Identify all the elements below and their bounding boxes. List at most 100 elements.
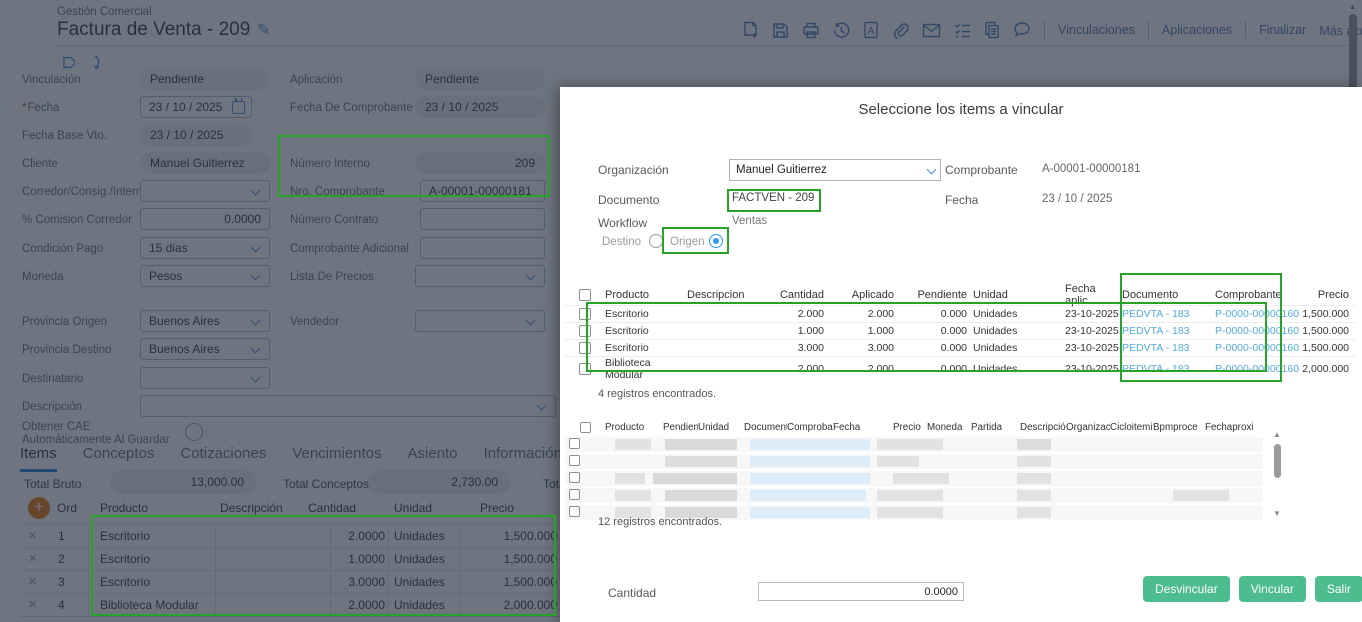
select-all-checkbox[interactable] [579, 421, 591, 433]
delete-row-icon[interactable]: ✕ [28, 530, 38, 542]
row-checkbox[interactable] [569, 489, 580, 500]
column-header: Partida [971, 421, 1003, 433]
toolbar-link-aplicaciones[interactable]: Aplicaciones [1161, 23, 1233, 37]
copy-icon[interactable] [984, 21, 1000, 39]
history-icon[interactable] [833, 22, 850, 39]
corredor-select[interactable] [140, 180, 270, 202]
header-divider [57, 45, 1348, 46]
redacted-table-row [565, 454, 1263, 469]
calendar-icon[interactable] [232, 98, 245, 114]
comision-input[interactable]: 0.0000 [140, 208, 270, 230]
cell-pendiente: 0.000 [940, 325, 967, 337]
vincular-modal: Seleccione los items a vincular Organiza… [560, 87, 1362, 622]
column-header: Precio [480, 501, 515, 515]
column-header: Producto [100, 501, 149, 515]
provincia-destino-select[interactable]: Buenos Aires [140, 338, 270, 360]
comprobante-adicional-input[interactable] [420, 237, 545, 259]
select-all-checkbox[interactable] [579, 289, 591, 301]
numero-contrato-input[interactable] [420, 208, 545, 230]
desvincular-button[interactable]: Desvincular [1143, 576, 1230, 602]
email-icon[interactable] [922, 23, 941, 38]
scroll-up-icon[interactable]: ▲ [1349, 4, 1356, 11]
comprobante-link[interactable]: P-0000-00000160 [1215, 363, 1300, 375]
edit-icon[interactable]: ✎ [257, 22, 271, 39]
comment-icon[interactable] [1013, 22, 1031, 38]
comprobante-link[interactable]: P-0000-00000160 [1215, 325, 1300, 337]
print-icon[interactable] [802, 22, 820, 39]
moneda-select[interactable]: Pesos [140, 265, 270, 287]
tab-conceptos[interactable]: Conceptos [82, 445, 155, 462]
checklist-icon[interactable] [954, 22, 971, 39]
comprobante-link[interactable]: P-0000-00000160 [1215, 342, 1300, 354]
applied-items-table: Producto Pendiente Unidad Document Compr… [565, 417, 1263, 522]
toolbar-link-vinculaciones[interactable]: Vinculaciones [1058, 23, 1135, 37]
row-checkbox[interactable] [569, 472, 580, 483]
scroll-up-icon[interactable]: ▲ [1273, 430, 1281, 439]
cell-unidad: Unidades [973, 342, 1018, 354]
field-label: Lista De Precios [290, 271, 374, 283]
destinatario-select[interactable] [140, 367, 270, 389]
comprobante-link[interactable]: P-0000-00000160 [1215, 308, 1300, 320]
cantidad-label: Cantidad [608, 586, 657, 600]
row-checkbox[interactable] [569, 455, 580, 466]
row-checkbox[interactable] [569, 438, 580, 449]
toolbar-link-finalizar[interactable]: Finalizar [1259, 23, 1307, 37]
column-header: Fecha [833, 421, 861, 433]
lista-precios-select[interactable] [415, 265, 545, 287]
descripcion-select[interactable] [140, 395, 556, 417]
origen-radio[interactable] [709, 234, 723, 248]
vincular-button[interactable]: Vincular [1238, 576, 1306, 602]
destino-radio[interactable] [649, 234, 663, 248]
delete-row-icon[interactable]: ✕ [28, 576, 38, 588]
row-checkbox[interactable] [579, 363, 591, 375]
tag-icon[interactable] [60, 55, 77, 75]
tab-asiento[interactable]: Asiento [407, 445, 458, 462]
table-row: ✕ 3 Escritorio 3.0000 Unidades 1,500.000 [20, 570, 562, 593]
delete-row-icon[interactable]: ✕ [28, 599, 38, 611]
pdf-document-icon[interactable]: A [863, 21, 879, 39]
salir-button[interactable]: Salir [1314, 576, 1362, 602]
column-header: Fecha aplic. [1065, 283, 1096, 307]
column-header: Organizac [1066, 421, 1110, 433]
row-checkbox[interactable] [579, 325, 591, 337]
new-document-icon[interactable] [742, 21, 759, 39]
scroll-down-icon[interactable]: ▼ [1273, 509, 1281, 518]
documento-link[interactable]: PEDVTA - 183 [1122, 342, 1190, 354]
page-scrollbar[interactable] [1349, 14, 1357, 96]
delete-row-icon[interactable]: ✕ [28, 553, 38, 565]
cantidad-input[interactable]: 0.0000 [758, 582, 964, 601]
cell-precio: 1,500.000 [1302, 308, 1349, 320]
add-row-button[interactable]: + [28, 497, 50, 519]
table-row: ✕ 4 Biblioteca Modular 2.0000 Unidades 2… [20, 593, 562, 616]
organizacion-select[interactable]: Manuel Guitierrez [729, 159, 941, 181]
documento-link[interactable]: PEDVTA - 183 [1122, 363, 1190, 375]
documento-link[interactable]: PEDVTA - 183 [1122, 308, 1190, 320]
condicion-pago-select[interactable]: 15 dias [140, 237, 270, 259]
field-label: % Comision Corredor [22, 214, 132, 226]
cae-toggle[interactable] [185, 423, 203, 441]
tab-vencimientos[interactable]: Vencimientos [292, 445, 382, 462]
tab-items[interactable]: Items [20, 445, 57, 472]
row-checkbox[interactable] [569, 506, 580, 517]
documento-link[interactable]: PEDVTA - 183 [1122, 325, 1190, 337]
scrollbar-thumb[interactable] [1274, 444, 1281, 478]
workflow-value: Ventas [732, 215, 768, 227]
row-checkbox[interactable] [579, 342, 591, 354]
total-conceptos-value: 2,730.00 [368, 470, 510, 494]
attachment-icon[interactable] [892, 21, 909, 39]
provincia-origen-select[interactable]: Buenos Aires [140, 310, 270, 332]
table2-record-count: 12 registros encontrados. [598, 516, 723, 528]
field-label: Nro. Comprobante [290, 186, 385, 198]
table2-scrollbar[interactable]: ▲ ▼ [1272, 430, 1283, 518]
vendedor-select[interactable] [415, 310, 545, 332]
column-header: Aplicado [851, 289, 894, 301]
row-checkbox[interactable] [579, 308, 591, 320]
save-icon[interactable] [772, 22, 789, 39]
redo-icon[interactable] [93, 55, 106, 75]
tab-cotizaciones[interactable]: Cotizaciones [180, 445, 267, 462]
cell-fecha-aplic: 23-10-2025 [1065, 308, 1119, 320]
fecha-input[interactable]: 23 / 10 / 2025 [140, 96, 252, 118]
column-header: Document [744, 421, 787, 433]
nro-comprobante-input[interactable]: A-00001-00000181 [420, 180, 545, 202]
field-label: Número Contrato [290, 214, 379, 226]
